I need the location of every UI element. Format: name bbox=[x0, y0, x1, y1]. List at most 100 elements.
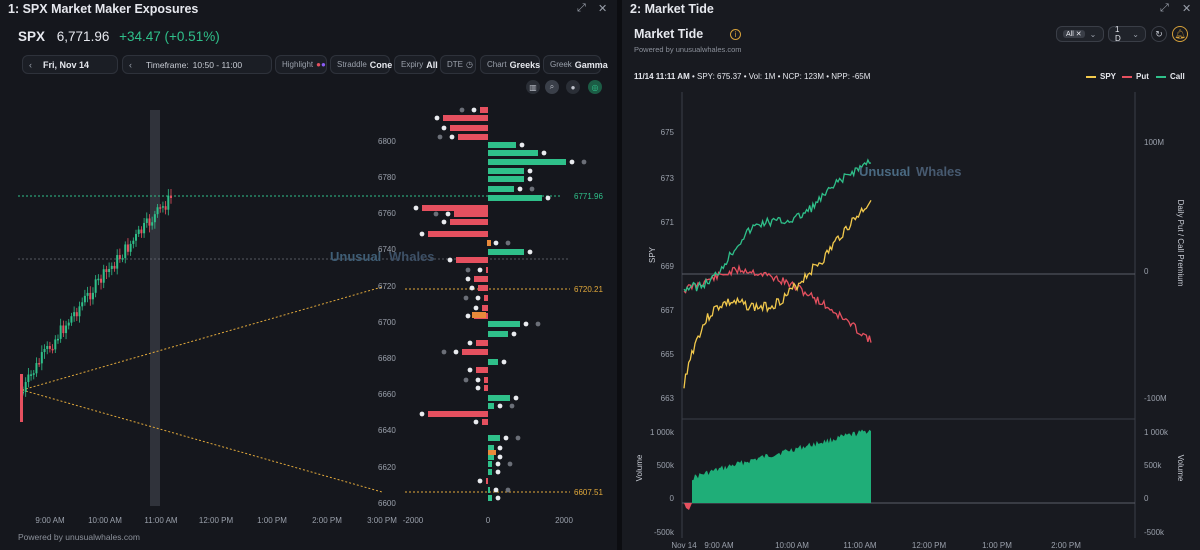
legend-spy[interactable]: SPY bbox=[1086, 72, 1116, 81]
close-icon[interactable]: ✕ bbox=[598, 3, 608, 15]
expiry-value: All bbox=[426, 59, 438, 70]
candle-body bbox=[110, 265, 113, 269]
candle-body bbox=[132, 240, 135, 244]
candle-body bbox=[105, 269, 108, 273]
candle-body bbox=[70, 316, 73, 323]
time-tick: 2:00 PM bbox=[1051, 541, 1081, 550]
exposure-bar bbox=[486, 267, 488, 273]
exposures-chart: Unusual Whales 6771.96 6720.21 6607.51 6… bbox=[18, 107, 604, 525]
legend-label: SPY bbox=[1100, 72, 1117, 81]
chevron-left-icon[interactable]: ‹ bbox=[129, 59, 132, 70]
exposure-dot bbox=[463, 377, 469, 383]
candle-body bbox=[113, 265, 116, 269]
exposure-dot bbox=[513, 395, 519, 401]
exposure-dot bbox=[477, 478, 483, 484]
volume-tick-right: 1 000k bbox=[1144, 428, 1169, 437]
exposure-dot bbox=[511, 331, 517, 337]
close-icon[interactable]: ✕ bbox=[1182, 3, 1192, 15]
legend-put[interactable]: Put bbox=[1122, 72, 1149, 81]
exposure-bar bbox=[488, 321, 520, 327]
price-tick: 6660 bbox=[378, 390, 396, 399]
circle-icon[interactable]: ● bbox=[566, 80, 580, 94]
candle-body bbox=[62, 325, 65, 334]
spy-tick: 673 bbox=[661, 174, 675, 183]
exposure-dot bbox=[503, 435, 509, 441]
exposure-bar bbox=[488, 403, 494, 409]
expand-icon[interactable]: ⤢ bbox=[577, 2, 586, 14]
candle-body bbox=[51, 348, 54, 351]
exposure-dot bbox=[419, 231, 425, 237]
price-tick: 6780 bbox=[378, 173, 396, 182]
bell-icon[interactable]: 🔔︎ bbox=[1172, 26, 1188, 42]
exposure-dot bbox=[495, 495, 501, 501]
panel-title: 1: SPX Market Maker Exposures bbox=[8, 2, 199, 16]
put-premium-line bbox=[683, 264, 872, 343]
exposure-dot bbox=[541, 150, 547, 156]
candle-body bbox=[161, 206, 164, 208]
price-tick: 6720 bbox=[378, 282, 396, 291]
candle-body bbox=[30, 374, 33, 376]
legend-call[interactable]: Call bbox=[1156, 72, 1185, 81]
zoom-icon[interactable]: ⌕ bbox=[545, 80, 559, 94]
candlestick-series bbox=[20, 189, 172, 422]
info-icon[interactable]: i bbox=[730, 29, 741, 40]
candle-body bbox=[20, 374, 23, 422]
expiry-selector[interactable]: Expiry All bbox=[394, 55, 438, 74]
time-tick: 11:00 AM bbox=[843, 541, 877, 550]
exposure-dot bbox=[441, 349, 447, 355]
range-selector[interactable]: 1 D ⌄ bbox=[1108, 25, 1146, 43]
timeframe-selector[interactable]: ‹ Timeframe: 10:50 - 11:00 bbox=[122, 55, 272, 74]
exposure-bar bbox=[480, 107, 488, 113]
chevron-left-icon[interactable]: ‹ bbox=[29, 59, 32, 70]
dte-label: DTE bbox=[447, 60, 463, 69]
highlight-toggle[interactable]: Highlight ● ● bbox=[275, 55, 327, 74]
candle-body bbox=[108, 268, 111, 273]
exposure-dot bbox=[545, 195, 551, 201]
bar-chart-icon[interactable]: ▥ bbox=[526, 80, 540, 94]
volume-tick-left: 0 bbox=[670, 494, 675, 503]
tide-info-line: 11/14 11:11 AM • SPY: 675.37 • Vol: 1M •… bbox=[634, 72, 871, 81]
price-tick: 6620 bbox=[378, 463, 396, 472]
exposure-bar bbox=[472, 312, 486, 318]
exposure-bar bbox=[428, 231, 488, 237]
candle-body bbox=[126, 244, 129, 252]
filter-selector[interactable]: All ✕ ⌄ bbox=[1056, 26, 1104, 42]
exposure-bar bbox=[488, 195, 542, 201]
refresh-icon[interactable]: ↻ bbox=[1151, 26, 1167, 42]
exposure-bar bbox=[482, 305, 488, 311]
exposure-dot bbox=[497, 454, 503, 460]
candle-body bbox=[124, 244, 127, 259]
straddle-selector[interactable]: Straddle Cone bbox=[330, 55, 392, 74]
exposure-dot bbox=[473, 305, 479, 311]
powered-by[interactable]: Powered by unusualwhales.com bbox=[18, 532, 140, 542]
candle-body bbox=[135, 233, 138, 241]
greek-selector[interactable]: Greek Gamma bbox=[543, 55, 608, 74]
exposure-dot bbox=[419, 411, 425, 417]
ticker-symbol: SPX bbox=[18, 29, 46, 44]
date-value: Fri, Nov 14 bbox=[43, 59, 90, 70]
candle-body bbox=[81, 302, 84, 307]
timeframe-highlight bbox=[150, 110, 160, 506]
settings-icon[interactable]: ◎ bbox=[588, 80, 602, 94]
exposure-dot bbox=[515, 435, 521, 441]
price-change: +34.47 bbox=[119, 29, 161, 44]
date-picker[interactable]: ‹ Fri, Nov 14 bbox=[22, 55, 118, 74]
volume-tick-right: -500k bbox=[1144, 528, 1165, 537]
info-spy: SPY: 675.37 bbox=[697, 72, 742, 81]
chart-type-selector[interactable]: Chart Greeks bbox=[480, 55, 540, 74]
spy-tick: 665 bbox=[661, 350, 675, 359]
expand-icon[interactable]: ⤢ bbox=[1160, 2, 1169, 14]
exposure-bar bbox=[488, 331, 508, 337]
powered-by[interactable]: Powered by unusualwhales.com bbox=[634, 45, 742, 54]
candle-body bbox=[67, 322, 70, 326]
filter-chip[interactable]: All ✕ bbox=[1063, 30, 1085, 38]
exposure-bar bbox=[450, 125, 488, 131]
legend-label: Put bbox=[1136, 72, 1149, 81]
time-tick: Nov 14 bbox=[671, 541, 697, 550]
market-tide-panel: 2: Market Tide ⤢ ✕ Market Tide i Powered… bbox=[622, 0, 1200, 550]
dte-toggle[interactable]: DTE ◷ bbox=[440, 55, 476, 74]
exposure-bar bbox=[488, 495, 492, 501]
exposure-bar bbox=[488, 395, 510, 401]
time-tick: 11:00 AM bbox=[144, 516, 178, 525]
time-tick: 3:00 PM bbox=[367, 516, 397, 525]
